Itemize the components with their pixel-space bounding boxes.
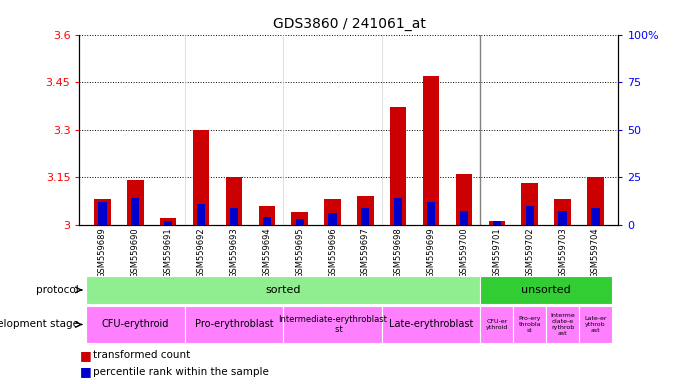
Text: protocol: protocol	[36, 285, 79, 295]
Text: CFU-erythroid: CFU-erythroid	[102, 319, 169, 329]
Text: GSM559696: GSM559696	[328, 227, 337, 278]
Bar	[164, 221, 172, 225]
Text: percentile rank within the sample: percentile rank within the sample	[93, 367, 269, 377]
Text: GSM559703: GSM559703	[558, 227, 567, 278]
Bar	[184, 306, 283, 343]
Text: GSM559698: GSM559698	[394, 227, 403, 278]
Bar	[460, 211, 468, 225]
Text: Pro-ery
throbla
st: Pro-ery throbla st	[518, 316, 541, 333]
Bar	[558, 211, 567, 225]
Text: ■: ■	[79, 365, 91, 378]
Bar	[554, 199, 571, 225]
Text: GSM559697: GSM559697	[361, 227, 370, 278]
Bar	[591, 207, 600, 225]
Bar	[98, 202, 106, 225]
Bar	[526, 206, 534, 225]
Bar	[587, 177, 604, 225]
Bar	[480, 276, 612, 304]
Text: GSM559704: GSM559704	[591, 227, 600, 278]
Bar	[324, 199, 341, 225]
Bar	[522, 184, 538, 225]
Text: development stage: development stage	[0, 319, 79, 329]
Bar	[86, 306, 184, 343]
Text: GSM559695: GSM559695	[295, 227, 304, 278]
Bar	[127, 180, 144, 225]
Bar	[160, 218, 176, 225]
Text: CFU-er
ythroid: CFU-er ythroid	[486, 319, 508, 330]
Bar	[513, 306, 546, 343]
Text: GSM559702: GSM559702	[525, 227, 534, 278]
Bar	[94, 199, 111, 225]
Text: GSM559691: GSM559691	[164, 227, 173, 278]
Text: GSM559690: GSM559690	[131, 227, 140, 278]
Bar	[456, 174, 472, 225]
Bar	[296, 219, 304, 225]
Bar	[390, 108, 406, 225]
Bar	[328, 213, 337, 225]
Bar	[489, 222, 505, 225]
Text: ■: ■	[79, 349, 91, 362]
Bar	[493, 221, 501, 225]
Text: Late-erythroblast: Late-erythroblast	[389, 319, 473, 329]
Text: GSM559700: GSM559700	[460, 227, 468, 278]
Bar	[197, 204, 205, 225]
Text: GSM559689: GSM559689	[98, 227, 107, 278]
Bar	[131, 198, 140, 225]
Text: GSM559701: GSM559701	[493, 227, 502, 278]
Bar	[226, 177, 242, 225]
Text: sorted: sorted	[265, 285, 301, 295]
Text: Intermediate-erythroblast
     st: Intermediate-erythroblast st	[278, 315, 387, 334]
Text: Late-er
ythrob
ast: Late-er ythrob ast	[584, 316, 607, 333]
Bar	[86, 276, 480, 304]
Text: GSM559692: GSM559692	[196, 227, 205, 278]
Bar	[394, 198, 402, 225]
Text: GSM559694: GSM559694	[263, 227, 272, 278]
Bar	[263, 217, 271, 225]
Text: GSM559699: GSM559699	[426, 227, 435, 278]
Bar	[258, 206, 275, 225]
Bar	[423, 76, 439, 225]
Title: GDS3860 / 241061_at: GDS3860 / 241061_at	[272, 17, 426, 31]
Text: Pro-erythroblast: Pro-erythroblast	[195, 319, 273, 329]
Bar	[292, 212, 308, 225]
Bar	[193, 130, 209, 225]
Bar	[283, 306, 382, 343]
Bar	[382, 306, 480, 343]
Text: Interme
diate-e
rythrob
ast: Interme diate-e rythrob ast	[550, 313, 575, 336]
Text: GSM559693: GSM559693	[229, 227, 238, 278]
Text: transformed count: transformed count	[93, 350, 191, 360]
Bar	[480, 306, 513, 343]
Text: unsorted: unsorted	[521, 285, 571, 295]
Bar	[230, 207, 238, 225]
Bar	[427, 202, 435, 225]
Bar	[357, 196, 374, 225]
Bar	[579, 306, 612, 343]
Bar	[361, 207, 370, 225]
Bar	[546, 306, 579, 343]
